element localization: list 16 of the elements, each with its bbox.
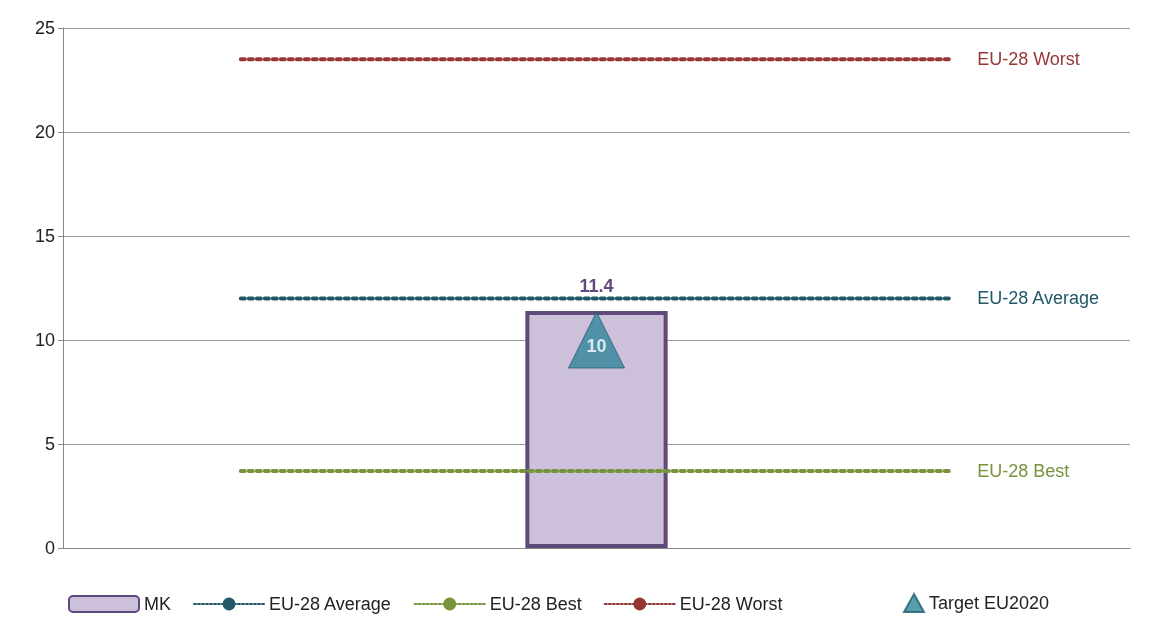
data-label: 11.4 [579,275,614,296]
legend-label: MK [144,594,171,614]
legend-label: EU-28 Worst [679,594,783,614]
data-label: 10 [586,336,607,356]
y-tick-label: 10 [34,330,55,350]
legend-label: Target EU2020 [929,593,1050,613]
y-tick-label: 25 [34,18,55,38]
legend-label: EU-28 Average [269,594,391,614]
text: EU-28 Average [977,288,1099,309]
y-tick-label: 5 [44,434,55,454]
y-tick-label: 0 [44,538,55,558]
y-tick-label: 20 [34,122,55,142]
y-tick-label: 15 [34,226,55,246]
text: EU-28 Worst [977,49,1080,70]
legend-label: EU-28 Best [489,594,582,614]
text: EU-28 Best [977,461,1070,482]
